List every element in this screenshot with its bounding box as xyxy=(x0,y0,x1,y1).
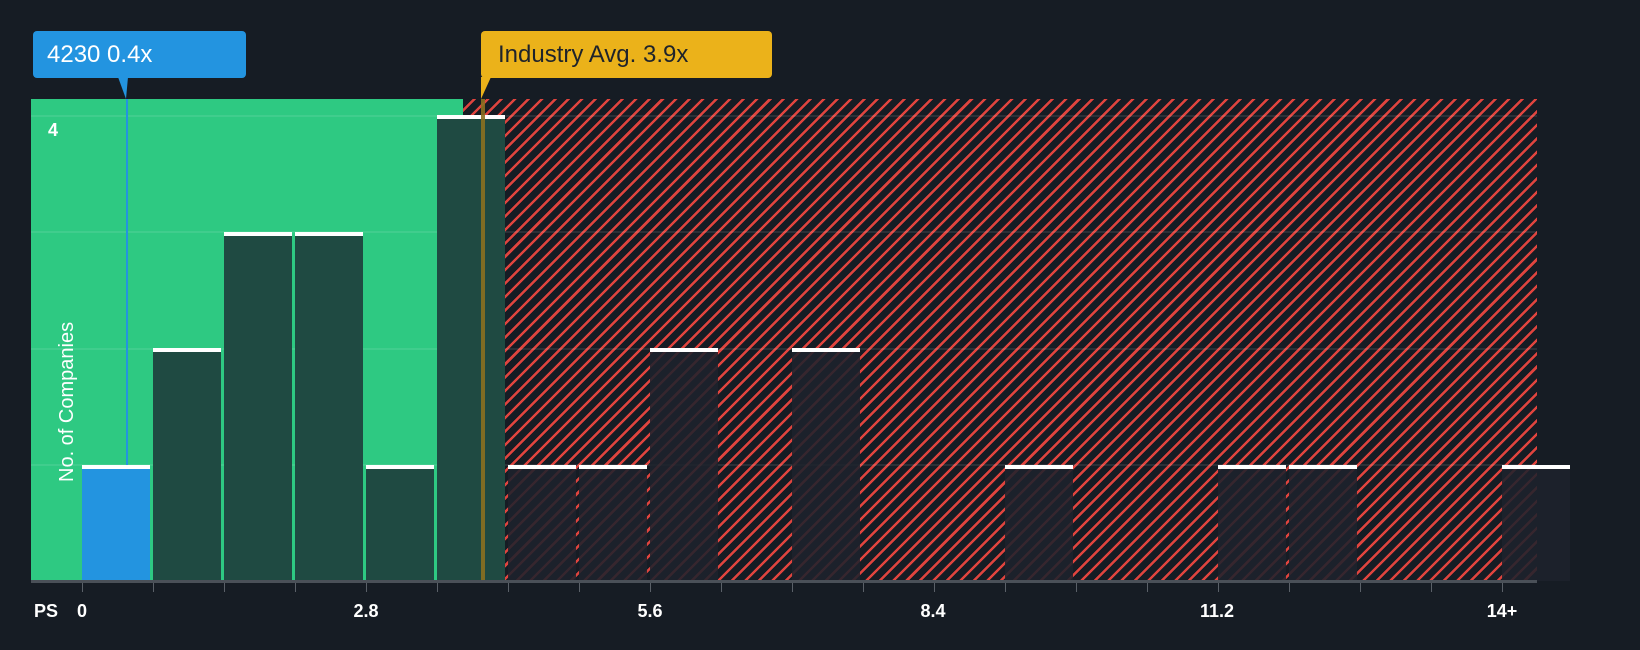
histogram-bar xyxy=(1288,464,1357,581)
x-tick-label: 0 xyxy=(76,601,88,621)
x-tick xyxy=(507,583,509,592)
bar-cap xyxy=(507,464,576,469)
bar-cap xyxy=(578,464,647,469)
bar-cap xyxy=(1288,464,1357,469)
bar-cap xyxy=(1004,464,1073,469)
histogram-bar xyxy=(1217,464,1286,581)
histogram-bar xyxy=(294,231,363,581)
bar-cap xyxy=(436,115,505,119)
x-tick xyxy=(152,583,154,592)
x-tick xyxy=(365,583,367,592)
x-tick xyxy=(1075,583,1077,592)
x-tick xyxy=(578,583,580,592)
x-tick xyxy=(82,583,83,592)
y-tick-label: 4 xyxy=(48,120,59,140)
gridline xyxy=(31,464,1537,466)
gridline xyxy=(31,231,1537,233)
x-tick-label: 14+ xyxy=(1486,601,1518,621)
x-tick xyxy=(1430,583,1432,592)
y-axis-label: No. of Companies xyxy=(56,321,78,482)
histogram-bar xyxy=(223,231,292,581)
industry-average-line xyxy=(481,99,485,581)
x-axis-name: PS xyxy=(34,601,59,621)
x-tick-label: 8.4 xyxy=(920,601,946,621)
x-tick xyxy=(294,583,296,592)
subject-callout-pointer xyxy=(118,77,128,99)
histogram-bar xyxy=(152,348,221,581)
histogram-bar xyxy=(578,464,647,581)
bar-cap xyxy=(1501,464,1570,469)
x-tick xyxy=(791,583,793,592)
x-axis xyxy=(31,580,1537,583)
bar-cap xyxy=(1217,464,1286,469)
subject-marker-line xyxy=(126,99,128,465)
plot-area xyxy=(31,99,1570,581)
histogram-bar xyxy=(1004,464,1073,581)
x-tick xyxy=(1217,583,1219,592)
x-tick xyxy=(1359,583,1361,592)
industry-average-callout: Industry Avg. 3.9x xyxy=(481,31,772,78)
x-tick-label: 5.6 xyxy=(637,601,663,621)
x-tick xyxy=(1501,583,1503,592)
bar-cap xyxy=(791,348,860,352)
histogram-bar xyxy=(649,348,718,581)
histogram-bar xyxy=(365,464,434,581)
histogram-bar xyxy=(436,115,505,581)
industry-callout-pointer xyxy=(481,77,491,99)
x-tick xyxy=(649,583,651,592)
x-tick xyxy=(1146,583,1148,592)
histogram-bar xyxy=(791,348,860,581)
x-tick xyxy=(1288,583,1290,592)
x-tick xyxy=(223,583,225,592)
histogram-bar xyxy=(507,464,576,581)
bar-cap xyxy=(294,231,363,236)
x-tick xyxy=(862,583,864,592)
subject-callout: 4230 0.4x xyxy=(33,31,246,78)
x-tick-label: 11.2 xyxy=(1199,601,1235,621)
x-tick xyxy=(933,583,935,592)
bar-cap xyxy=(649,348,718,352)
x-tick xyxy=(720,583,722,592)
histogram-bar xyxy=(1501,464,1570,581)
gridline xyxy=(31,348,1537,350)
bar-cap xyxy=(82,464,150,469)
x-tick xyxy=(1004,583,1006,592)
bar-cap xyxy=(223,231,292,236)
x-tick xyxy=(436,583,438,592)
bar-cap xyxy=(365,464,434,469)
x-tick-label: 2.8 xyxy=(353,601,379,621)
gridline xyxy=(31,115,1537,117)
bar-cap xyxy=(152,348,221,352)
subject-bar xyxy=(82,464,150,581)
